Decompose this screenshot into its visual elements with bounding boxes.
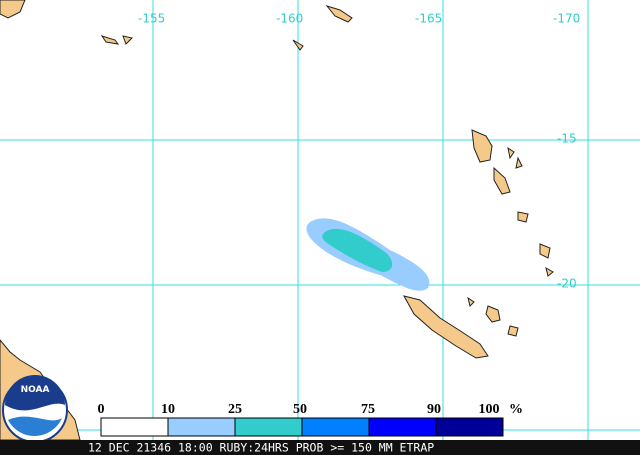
island (485, 305, 501, 323)
island (292, 39, 304, 51)
island (467, 296, 475, 307)
land (0, 0, 554, 441)
island (507, 325, 519, 337)
legend-swatch (234, 417, 303, 437)
lon-label: -155 (138, 12, 165, 26)
probability-field (306, 218, 430, 291)
island (471, 129, 493, 163)
legend-unit: % (509, 402, 523, 417)
legend-swatch (435, 417, 504, 437)
prob-25 (322, 228, 393, 272)
legend-label: 10 (161, 402, 175, 417)
legend-swatch (100, 417, 169, 437)
lon-label: -165 (415, 12, 442, 26)
legend-swatch (368, 417, 437, 437)
island (0, 0, 26, 19)
footer-text: 12 DEC 21346 18:00 RUBY:24HRS PROB >= 15… (88, 441, 434, 455)
island (507, 146, 515, 160)
lat-label: -15 (557, 132, 577, 146)
footer-bar (0, 440, 640, 455)
island (325, 5, 353, 23)
legend-label: 0 (98, 402, 105, 417)
logo-text: NOAA (21, 385, 50, 395)
island (403, 295, 489, 359)
legend-label: 100 (479, 402, 500, 417)
island (493, 166, 511, 195)
lon-label: -160 (276, 12, 303, 26)
logo-sea (8, 416, 62, 436)
island (122, 35, 133, 45)
island (517, 211, 529, 223)
lat-label: -20 (557, 277, 577, 291)
legend-label: 75 (361, 402, 375, 417)
legend-swatch (167, 417, 236, 437)
logo-sky (5, 375, 65, 411)
island (539, 243, 551, 259)
noaa-logo: NOAA (2, 375, 68, 443)
lon-label: -170 (553, 12, 580, 26)
legend-label: 90 (427, 402, 441, 417)
legend-label: 25 (228, 402, 242, 417)
island (100, 35, 120, 45)
legend-label: 50 (293, 402, 307, 417)
legend: 0 10 25 50 75 90 100 % (98, 402, 523, 437)
island (545, 266, 554, 277)
island (515, 156, 523, 169)
legend-swatch (301, 417, 370, 437)
